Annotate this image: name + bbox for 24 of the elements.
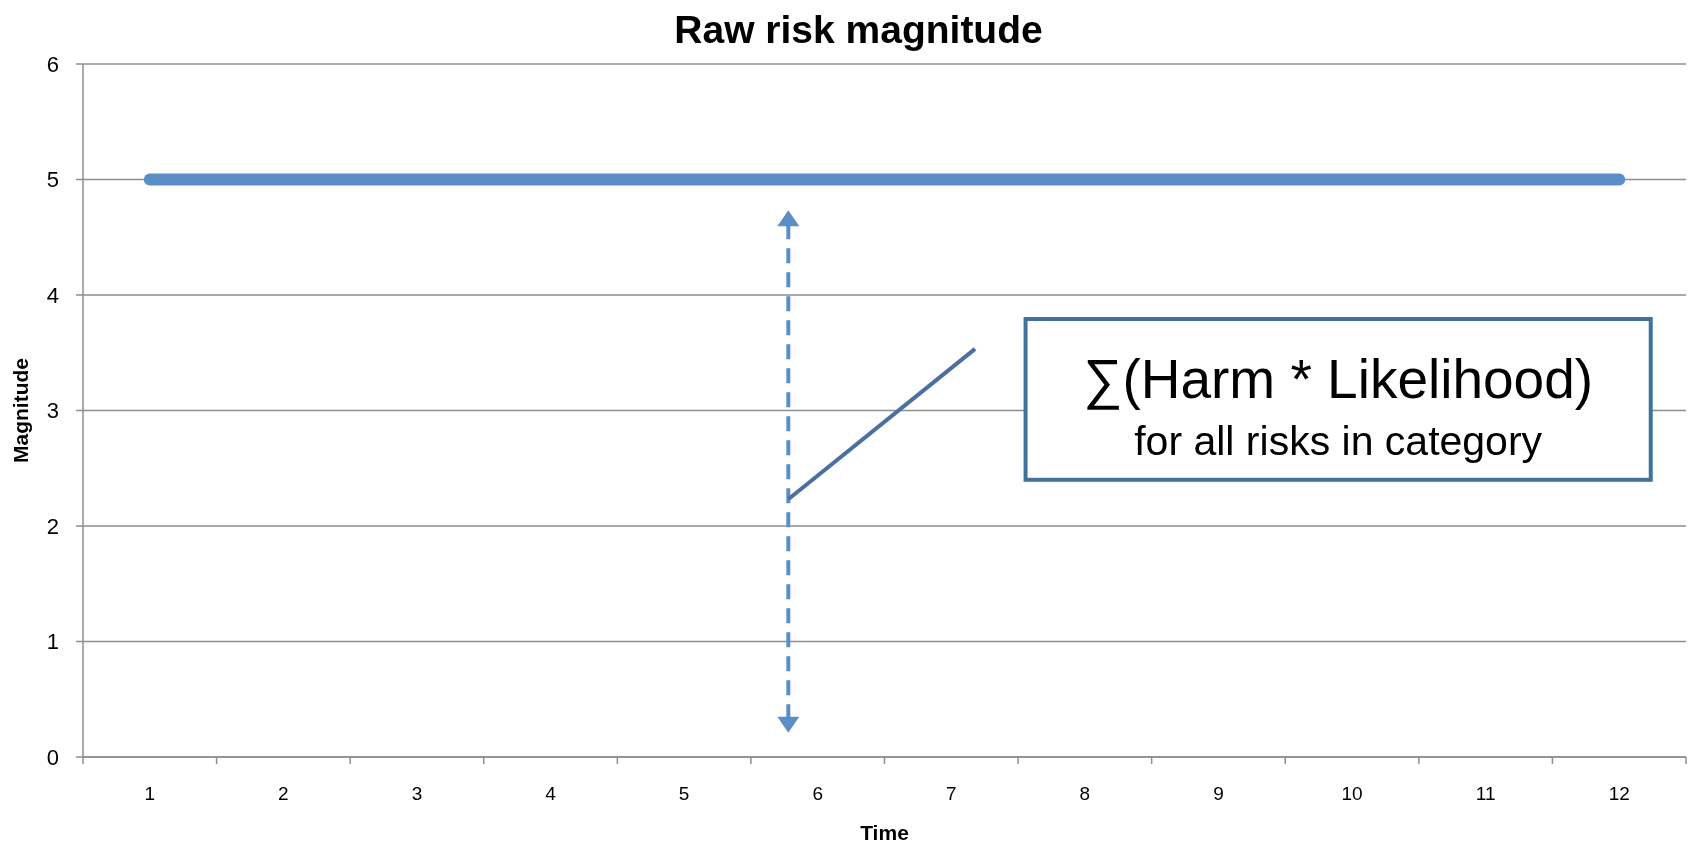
x-axis-title: Time — [860, 821, 909, 844]
y-tick-label: 2 — [46, 513, 59, 539]
annotation: for all risks in category — [1134, 418, 1543, 465]
y-tick-label: 0 — [46, 744, 59, 770]
x-tick-label: 4 — [545, 783, 557, 804]
annotation: ∑(Harm * Likelihood) — [1083, 348, 1594, 411]
y-axis-title: Magnitude — [9, 358, 32, 463]
x-tick-label: 5 — [678, 783, 690, 804]
x-tick-label: 9 — [1213, 783, 1224, 804]
y-tick-label: 1 — [46, 629, 59, 655]
x-tick-label: 1 — [144, 783, 156, 804]
y-tick-label: 3 — [46, 398, 59, 424]
y-tick-label: 6 — [46, 51, 59, 77]
chart-title: Raw risk magnitude — [674, 8, 1043, 51]
x-tick-label: 12 — [1608, 783, 1630, 804]
y-tick-label: 4 — [46, 282, 59, 308]
x-tick-label: 10 — [1341, 783, 1363, 804]
x-tick-label: 11 — [1475, 783, 1496, 804]
x-tick-label: 8 — [1079, 783, 1091, 804]
y-tick-label: 5 — [46, 167, 59, 193]
x-tick-label: 7 — [946, 783, 957, 804]
x-tick-label: 2 — [278, 783, 289, 804]
x-tick-label: 3 — [411, 783, 423, 804]
x-tick-label: 6 — [812, 783, 823, 804]
